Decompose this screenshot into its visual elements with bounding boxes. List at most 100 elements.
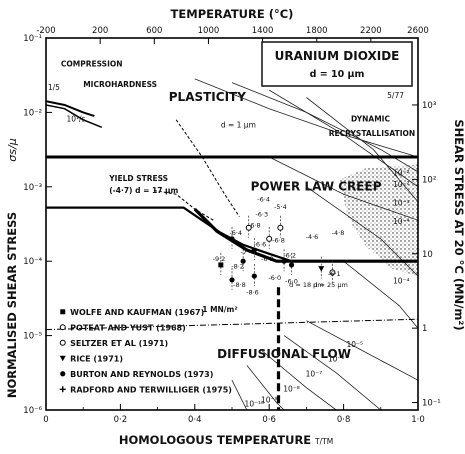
y-tick-label: 10⁻²	[23, 108, 42, 118]
x-tick-label: 1·0	[411, 415, 425, 425]
plot-area: -6·4 -7·4 -6·3 -5·4 -6·6 -6·9 -6·8 -6·2 -6·0 -4·6…	[46, 59, 418, 410]
contour-label: 10⁻⁵	[347, 340, 364, 349]
right-axis-label: SHEAR STRESS AT 20 °C (MN/m²)	[452, 119, 465, 330]
right-tick-label: 10⁻¹	[422, 399, 441, 409]
label-compression: COMPRESSION	[61, 59, 123, 68]
data-point	[245, 224, 252, 231]
strain-rate-contour	[343, 260, 418, 329]
contour-label: 10⁻⁴	[393, 277, 410, 286]
right-tick-label: 10	[422, 250, 433, 260]
data-label: -6·9	[261, 255, 274, 263]
data-label: d = 25 μm	[313, 281, 348, 289]
legend-entry: RADFORD AND TERWILLIGER (1975)	[70, 385, 232, 394]
boundary-mn-line	[46, 318, 418, 331]
data-label: -6·3	[255, 211, 268, 219]
data-label: -4·8	[332, 229, 345, 237]
region-label-power-law-creep: POWER LAW CREEP	[251, 180, 382, 194]
y-tick-label: 10⁻⁴	[23, 257, 42, 267]
x-tick-label: 0·2	[114, 415, 128, 425]
region-label-dynamic: DYNAMIC	[351, 114, 390, 123]
contour-label: 10⁻⁶	[328, 355, 345, 364]
data-label: -6·8	[248, 222, 261, 230]
data-point	[277, 224, 284, 231]
strain-rate-contour	[306, 320, 418, 381]
data-label: -6·0	[268, 274, 281, 282]
strain-rate-contour	[246, 365, 285, 410]
y-tick-label: 10⁻⁶	[23, 406, 42, 416]
label-mn-line: 1 MN/m²	[202, 305, 237, 314]
data-point	[229, 236, 235, 242]
top-tick-label: 1800	[306, 26, 328, 36]
region-label-plasticity: PLASTICITY	[169, 90, 246, 104]
data-label: -4·6	[306, 233, 319, 241]
y-tick-label: 10⁻³	[23, 183, 42, 193]
region-label-diffusional-flow: DIFFUSIONAL FLOW	[217, 347, 351, 361]
grain-size-boundary	[153, 190, 214, 221]
contour-label: 10⁻⁴	[393, 217, 410, 226]
contour-label: 10⁻¹⁰	[245, 399, 265, 408]
strain-rate-contour	[231, 82, 418, 173]
strain-rate-contour	[268, 89, 418, 188]
top-tick-label: -200	[36, 26, 55, 36]
data-label: -6·6	[254, 240, 267, 248]
data-label: -6·1	[328, 270, 341, 278]
legend-marker	[60, 309, 66, 315]
data-label: -6·4	[229, 229, 242, 237]
microhardness-curve	[46, 104, 103, 128]
data-label: -8·2	[231, 263, 244, 271]
strain-rate-contour	[231, 380, 248, 410]
legend-entry: RICE (1971)	[70, 354, 123, 363]
data-point	[218, 262, 224, 268]
data-point	[266, 235, 273, 242]
strain-rate-contour	[306, 97, 418, 202]
right-tick-label: 10³	[422, 101, 436, 111]
data-label: -7·4	[241, 248, 254, 256]
x-tick-label: 0·8	[337, 415, 351, 425]
data-label: -6·8	[272, 237, 285, 245]
data-label: -6·2	[283, 251, 296, 259]
label-yield-stress: YIELD STRESS	[108, 174, 168, 183]
strain-rate-contour	[269, 156, 418, 221]
legend-marker	[59, 324, 66, 331]
data-label: -6·0	[285, 278, 298, 286]
legend: WOLFE AND KAUFMAN (1967) POTEAT AND YUST …	[59, 308, 232, 394]
x-tick-label: 0·4	[188, 415, 202, 425]
data-point	[318, 266, 325, 272]
top-tick-label: 1400	[252, 26, 274, 36]
x-tick-label: 0	[43, 415, 48, 425]
title-box	[261, 41, 413, 87]
top-tick-label: 2600	[407, 26, 429, 36]
label-grain-size: d = 1 μm	[221, 120, 256, 129]
data-label: -8·6	[246, 289, 259, 297]
y-axis-label: NORMALISED SHEAR STRESS	[5, 212, 19, 398]
data-point	[288, 262, 295, 268]
label-corner-b: 10¹/s	[66, 114, 85, 123]
data-label: -6·4	[257, 196, 270, 204]
legend-entry: SELTZER ET AL (1971)	[70, 339, 168, 348]
contour-label: 10⁻³	[393, 198, 410, 207]
chart-subtitle: d = 10 μm	[310, 69, 365, 80]
dynamic-recrystallisation-region	[339, 164, 418, 277]
x-tick-label: 0·6	[262, 415, 276, 425]
y-tick-label: 10⁻¹	[23, 34, 42, 44]
right-tick-label: 1	[422, 324, 427, 334]
legend-marker	[60, 371, 66, 377]
top-tick-label: 200	[92, 26, 108, 36]
top-tick-label: 1000	[198, 26, 220, 36]
strain-rate-contour	[261, 350, 337, 410]
top-tick-label: 2200	[360, 26, 382, 36]
data-point	[281, 258, 287, 264]
strain-rate-contour	[283, 335, 382, 410]
top-tick-label: 600	[146, 26, 162, 36]
data-point	[229, 277, 235, 283]
y-tick-label: 10⁻⁵	[23, 332, 42, 342]
boundary-power-law-diffusional	[193, 207, 418, 263]
strain-rate-contour	[194, 78, 418, 158]
data-point	[240, 258, 246, 264]
data-label: d = 18 μm	[289, 281, 324, 289]
axes: 0 0·2 0·4 0·6 0·8 1·0 -200 200 600 1000 1400 1800 22…	[23, 26, 440, 425]
x-axis-label: HOMOLOGOUS TEMPERATURE	[119, 433, 311, 447]
figure-code: 5/77	[387, 91, 404, 100]
legend-marker	[59, 386, 66, 393]
